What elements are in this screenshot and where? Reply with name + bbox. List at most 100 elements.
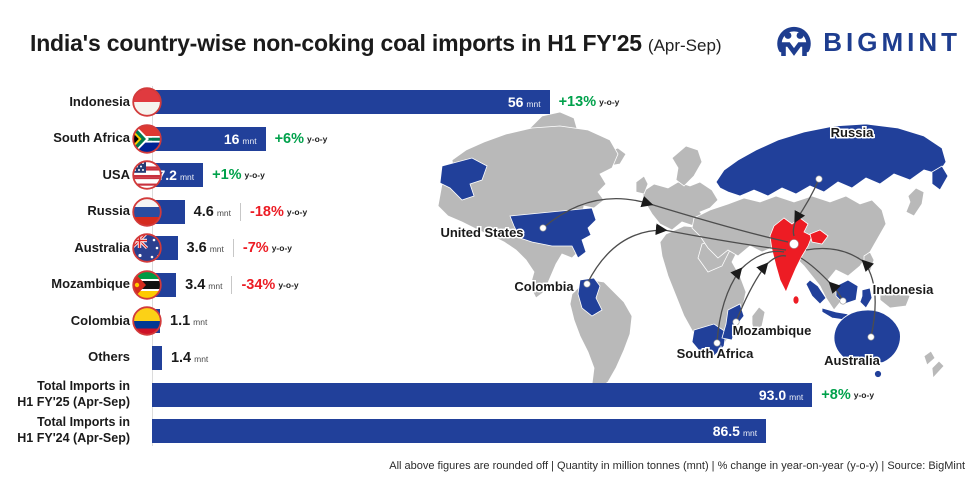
chart-row: Colombia 1.1 mnt: [0, 306, 975, 336]
chart-row: Total Imports in H1 FY'24 (Apr-Sep) 86.5 mn…: [0, 415, 975, 445]
bigmint-icon: [777, 26, 811, 56]
mozambique-flag-icon: [132, 269, 162, 300]
exporter-countries: [439, 123, 949, 378]
bar-annotations: 3.6 mnt -7% y-o-y: [187, 236, 292, 260]
arrow-south-africa-to-india: [716, 250, 785, 344]
row-label: Total Imports in H1 FY'24 (Apr-Sep): [17, 415, 130, 445]
bar: [152, 345, 162, 370]
arrow-australia-to-india: [805, 247, 876, 338]
chart-row: South Africa 16 mnt +6% y-o-y: [0, 123, 975, 154]
bar-value: 3.4 mnt: [185, 276, 223, 293]
map-label-russia: Russia: [831, 125, 874, 140]
brand-name: BIGMINT: [823, 26, 961, 57]
bar-value: 56 mnt: [507, 94, 541, 110]
pct-change: +13%: [558, 94, 597, 110]
colombia-flag: [132, 306, 162, 336]
page-title-main: India's country-wise non-coking coal imp…: [30, 30, 642, 56]
chart-row: Others 1.4 mnt: [0, 345, 975, 370]
usa-flag: [132, 160, 162, 190]
chart-row: Russia 4.6 mnt -18% y-o-y: [0, 196, 975, 227]
yoy-label: y-o-y: [599, 97, 620, 107]
arrow-mozambique-to-india: [735, 255, 787, 323]
bar-annotations: 3.4 mnt -34% y-o-y: [185, 273, 299, 297]
map-alaska-shape: [439, 157, 488, 201]
bar-value: 86.5 mnt: [712, 423, 758, 439]
bar-annotations: +13% y-o-y: [559, 90, 620, 114]
chart-row: USA 7.2 mnt +1% y-o-y: [0, 160, 975, 190]
trade-arrows: [542, 178, 876, 344]
colombia-flag-icon: [132, 306, 162, 336]
bar-value: 1.4 mnt: [170, 349, 209, 366]
page-title: India's country-wise non-coking coal imp…: [30, 30, 722, 57]
bar-value: 1.1 mnt: [170, 313, 208, 329]
mozambique-flag: [132, 269, 162, 300]
row-label: Total Imports in H1 FY'25 (Apr-Sep): [17, 378, 130, 409]
bar-annotations: 1.1 mnt: [170, 309, 207, 333]
russia-flag-icon: [132, 196, 162, 227]
pct-change: +8%: [821, 386, 851, 403]
yoy-label: y-o-y: [307, 133, 328, 144]
bar-unit: mnt: [208, 280, 223, 291]
indonesia-flag-icon: [132, 87, 162, 117]
bar-annotations: 1.4 mnt: [171, 346, 208, 370]
india-hub-dot: [789, 239, 799, 249]
chart-row: Mozambique 3.4 mnt -34% y-o-y: [0, 269, 975, 300]
map-label-colombia: Colombia: [514, 279, 574, 294]
bar-unit: mnt: [209, 244, 224, 254]
yoy-label: y-o-y: [278, 279, 299, 290]
value-divider: [240, 202, 241, 221]
footer-note: All above figures are rounded off | Quan…: [389, 460, 965, 472]
row-label: Mozambique: [51, 276, 130, 292]
australia-flag: [132, 233, 162, 263]
arrow-indonesia-to-india: [800, 257, 844, 302]
map-label-united-states: United States: [440, 225, 523, 240]
bar-unit: mnt: [789, 391, 804, 402]
yoy-label: y-o-y: [286, 206, 308, 217]
bar-unit: mnt: [526, 99, 541, 109]
row-label: Others: [88, 349, 130, 365]
chart-row: Australia 3.6 mnt -7% y-o-y: [0, 233, 975, 263]
bar-value: 4.6 mnt: [193, 203, 231, 220]
origin-dots: [539, 175, 875, 347]
bar: 56 mnt: [152, 90, 550, 114]
row-label: Colombia: [70, 312, 130, 328]
row-label: Russia: [87, 203, 130, 219]
australia-flag-icon: [132, 233, 162, 263]
arrow-colombia-to-india: [586, 223, 787, 285]
map-label-australia: Australia: [824, 353, 880, 368]
bar-annotations: 4.6 mnt -18% y-o-y: [193, 200, 308, 224]
yoy-label: y-o-y: [271, 243, 292, 253]
map-label-indonesia: Indonesia: [873, 282, 934, 297]
south-africa-flag: [132, 123, 162, 154]
bar-unit: mnt: [179, 172, 195, 182]
row-label: Indonesia: [69, 93, 130, 109]
pct-change: -7%: [242, 240, 269, 256]
brand-logo: BIGMINT: [773, 22, 961, 62]
map-russia-shape: [715, 123, 947, 197]
map-usa-shape: [509, 207, 597, 259]
value-divider: [231, 275, 233, 294]
indonesia-flag: [132, 87, 162, 117]
chart-row: Total Imports in H1 FY'25 (Apr-Sep) 93.0 mn…: [0, 378, 975, 409]
value-divider: [232, 239, 234, 257]
map-australia-shape: [833, 309, 901, 366]
arrow-usa-to-india: [542, 196, 789, 243]
bar-unit: mnt: [242, 135, 257, 146]
map-india-shape: [769, 217, 829, 305]
bar-annotations: +1% y-o-y: [212, 163, 265, 187]
chart-row: Indonesia 56 mnt +13% y-o-y: [0, 87, 975, 117]
yoy-label: y-o-y: [244, 170, 265, 180]
pct-change: -34%: [241, 276, 276, 293]
axis-line: [152, 86, 153, 446]
row-label: USA: [102, 166, 130, 182]
bar-annotations: +8% y-o-y: [821, 383, 874, 407]
map-label-mozambique: Mozambique: [733, 323, 812, 338]
bar-unit: mnt: [193, 317, 208, 327]
bar: 93.0 mnt: [152, 382, 813, 407]
bar: 16 mnt: [152, 126, 266, 151]
bar-value: 93.0 mnt: [758, 386, 804, 403]
map-colombia-shape: [577, 277, 603, 317]
map-label-south-africa: South Africa: [677, 346, 755, 361]
